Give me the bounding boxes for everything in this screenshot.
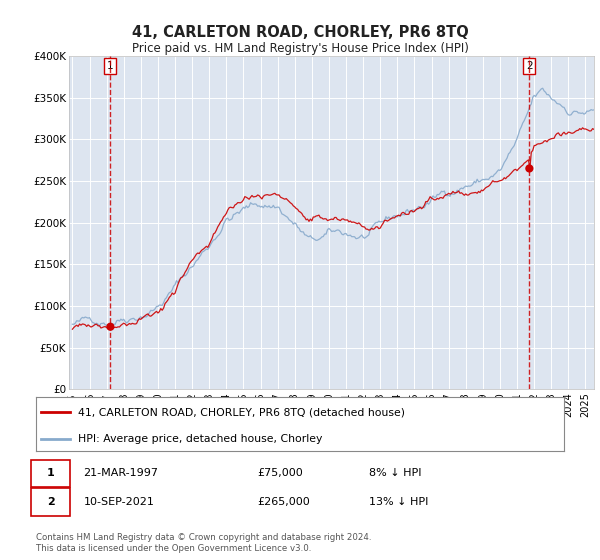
- Text: 10-SEP-2021: 10-SEP-2021: [83, 497, 154, 507]
- Text: Price paid vs. HM Land Registry's House Price Index (HPI): Price paid vs. HM Land Registry's House …: [131, 42, 469, 55]
- FancyBboxPatch shape: [31, 488, 70, 516]
- Point: [106, 322, 115, 331]
- Text: 13% ↓ HPI: 13% ↓ HPI: [368, 497, 428, 507]
- Text: 2: 2: [526, 61, 533, 71]
- Point: [524, 164, 534, 173]
- Text: 2: 2: [47, 497, 55, 507]
- Text: £265,000: £265,000: [258, 497, 311, 507]
- Text: £75,000: £75,000: [258, 468, 304, 478]
- Text: 1: 1: [47, 468, 55, 478]
- Text: 8% ↓ HPI: 8% ↓ HPI: [368, 468, 421, 478]
- Text: 1: 1: [107, 61, 113, 71]
- Text: 41, CARLETON ROAD, CHORLEY, PR6 8TQ: 41, CARLETON ROAD, CHORLEY, PR6 8TQ: [131, 25, 469, 40]
- Text: HPI: Average price, detached house, Chorley: HPI: Average price, detached house, Chor…: [78, 434, 323, 444]
- Text: 41, CARLETON ROAD, CHORLEY, PR6 8TQ (detached house): 41, CARLETON ROAD, CHORLEY, PR6 8TQ (det…: [78, 407, 405, 417]
- Text: Contains HM Land Registry data © Crown copyright and database right 2024.
This d: Contains HM Land Registry data © Crown c…: [36, 533, 371, 553]
- FancyBboxPatch shape: [31, 460, 70, 487]
- Text: 21-MAR-1997: 21-MAR-1997: [83, 468, 158, 478]
